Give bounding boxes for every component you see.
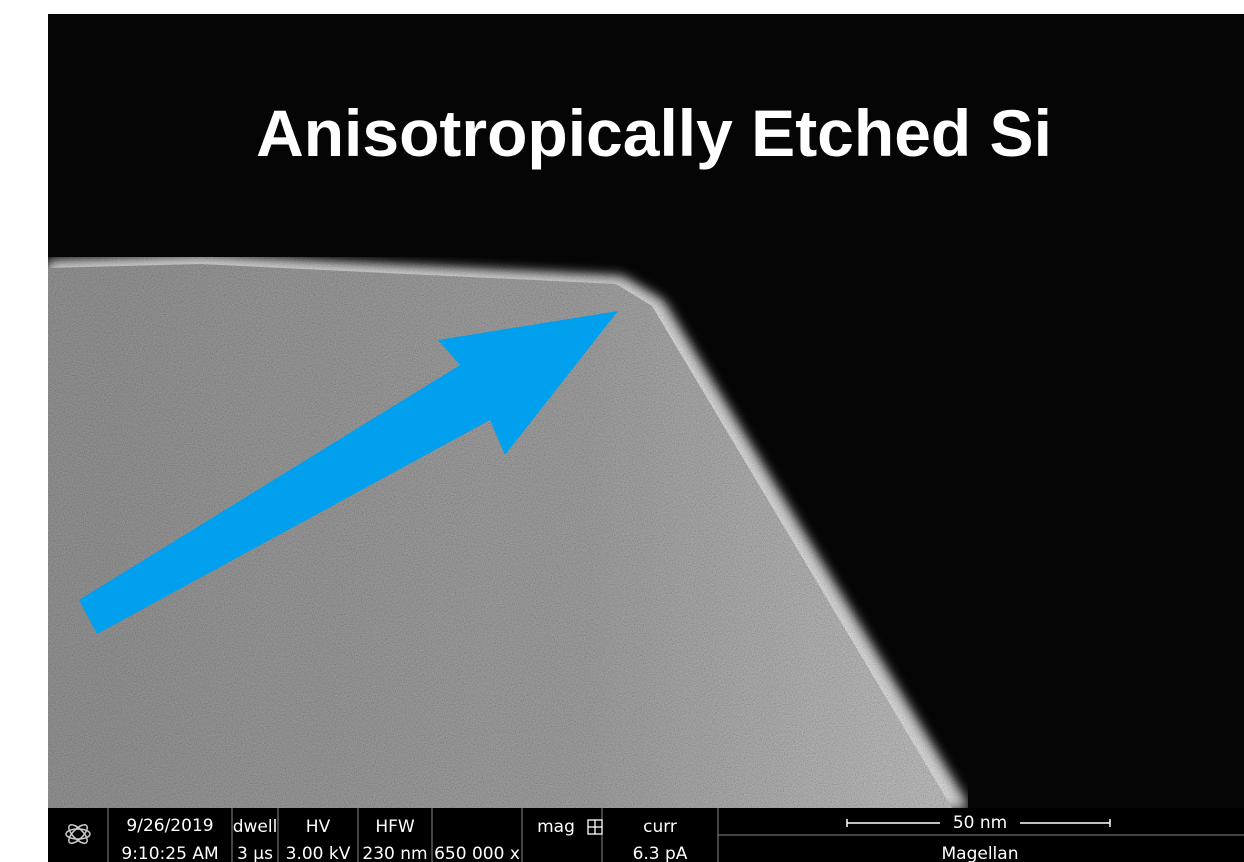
instrument: Magellan <box>942 844 1019 862</box>
field-label: dwell <box>233 817 278 837</box>
field-value: 3 µs <box>237 844 273 862</box>
field-value: 3.00 kV <box>286 844 351 862</box>
date: 9/26/2019 <box>126 816 213 836</box>
field-value: 650 000 x <box>434 844 520 862</box>
title: Anisotropically Etched Si <box>256 96 1052 170</box>
field-label: HFW <box>375 817 415 837</box>
field-label: mag <box>537 817 575 837</box>
field-label: HV <box>306 817 331 837</box>
field-value: 230 nm <box>362 844 427 862</box>
time: 9:10:25 AM <box>121 844 218 862</box>
scale-label: 50 nm <box>953 813 1007 833</box>
sem-screenshot: Anisotropically Etched Si 9/26/2019 9:10… <box>0 0 1244 862</box>
field-label: curr <box>643 817 677 837</box>
field-value: 6.3 pA <box>633 844 688 862</box>
info-bar: 9/26/2019 9:10:25 AM dwell 3 µs HV 3.00 … <box>48 808 1244 862</box>
